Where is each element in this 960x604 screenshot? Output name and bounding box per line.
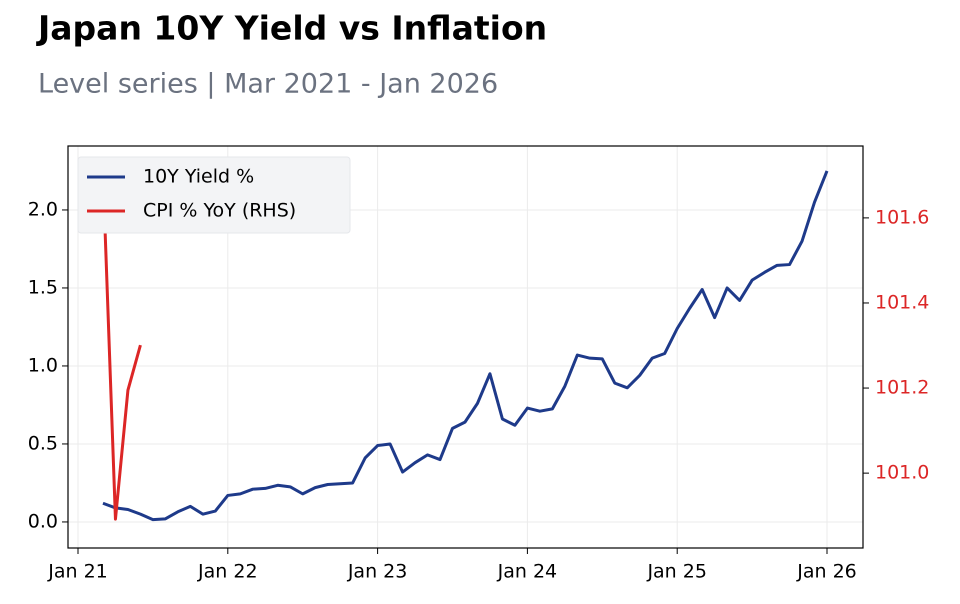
chart-title: Japan 10Y Yield vs Inflation <box>36 9 547 48</box>
y2-tick-label: 101.4 <box>875 291 929 313</box>
y-tick-label: 0.0 <box>28 510 58 532</box>
legend: 10Y Yield % CPI % YoY (RHS) <box>77 156 351 234</box>
x-tick-label: Jan 24 <box>497 561 558 583</box>
x-tick-label: Jan 25 <box>646 561 707 583</box>
y-tick-label: 1.5 <box>28 276 58 298</box>
chart-subtitle: Level series | Mar 2021 - Jan 2026 <box>38 69 498 100</box>
series-line <box>101 171 142 521</box>
y-tick-label: 2.0 <box>28 198 58 220</box>
series-line <box>102 170 829 522</box>
x-tick-label: Jan 21 <box>47 561 108 583</box>
x-tick-label: Jan 22 <box>197 561 258 583</box>
y2-tick-label: 101.6 <box>875 206 929 228</box>
y-tick-label: 0.5 <box>28 432 58 454</box>
legend-box <box>77 156 351 234</box>
y-tick-label: 1.0 <box>28 354 58 376</box>
x-tick-label: Jan 26 <box>796 561 857 583</box>
x-tick-label: Jan 23 <box>347 561 408 583</box>
y2-tick-label: 101.2 <box>875 377 929 399</box>
legend-label: CPI % YoY (RHS) <box>143 200 296 222</box>
legend-label: 10Y Yield % <box>143 166 254 188</box>
plot-frame <box>67 145 864 549</box>
y2-tick-label: 101.0 <box>875 462 929 484</box>
